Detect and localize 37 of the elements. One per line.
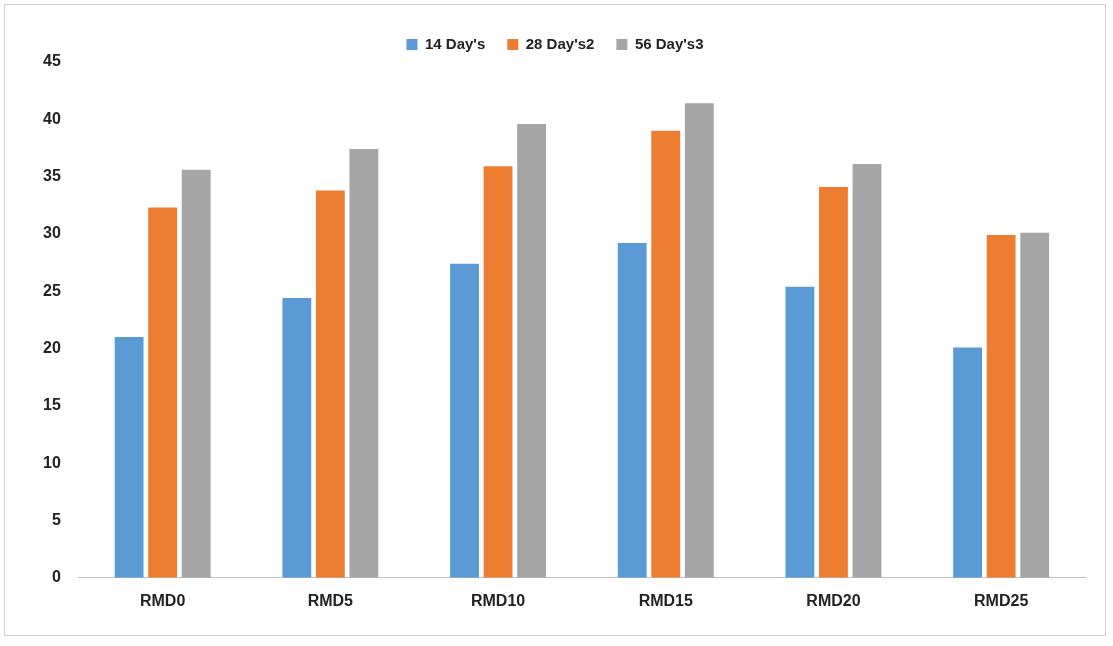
y-tick-label: 10 bbox=[43, 453, 61, 471]
x-tick-label: RMD25 bbox=[974, 591, 1029, 609]
x-tick-label: RMD0 bbox=[139, 591, 186, 609]
bar bbox=[483, 166, 513, 578]
bar bbox=[852, 164, 882, 578]
y-tick-label: 30 bbox=[43, 224, 61, 242]
bar bbox=[282, 298, 312, 578]
bar bbox=[785, 286, 815, 578]
bar bbox=[517, 123, 547, 578]
x-tick-label: RMD5 bbox=[307, 591, 354, 609]
y-tick-label: 45 bbox=[43, 52, 61, 70]
bar bbox=[349, 149, 379, 578]
x-tick-label: RMD10 bbox=[470, 591, 526, 609]
legend-label: 28 Day's2 bbox=[525, 34, 595, 52]
legend-label: 14 Day's bbox=[424, 34, 486, 52]
legend-label: 56 Day's3 bbox=[634, 34, 704, 52]
y-tick-label: 0 bbox=[51, 568, 61, 586]
x-tick-label: RMD15 bbox=[638, 591, 693, 609]
bar bbox=[953, 347, 983, 578]
y-tick-label: 40 bbox=[43, 109, 61, 127]
bar bbox=[315, 190, 345, 578]
bar bbox=[617, 243, 647, 578]
x-tick-label: RMD20 bbox=[806, 591, 861, 609]
bar bbox=[1020, 232, 1050, 578]
bar bbox=[819, 186, 848, 578]
y-tick-label: 25 bbox=[43, 281, 61, 299]
y-tick-label: 15 bbox=[43, 396, 61, 414]
y-tick-label: 20 bbox=[43, 338, 61, 356]
bar bbox=[114, 337, 144, 578]
bar bbox=[684, 103, 714, 578]
bar bbox=[986, 235, 1016, 578]
bar bbox=[148, 207, 178, 578]
y-tick-label: 35 bbox=[43, 167, 61, 185]
bar bbox=[651, 130, 681, 578]
y-tick-label: 5 bbox=[51, 510, 61, 528]
bar bbox=[181, 169, 211, 578]
bar bbox=[450, 263, 479, 578]
